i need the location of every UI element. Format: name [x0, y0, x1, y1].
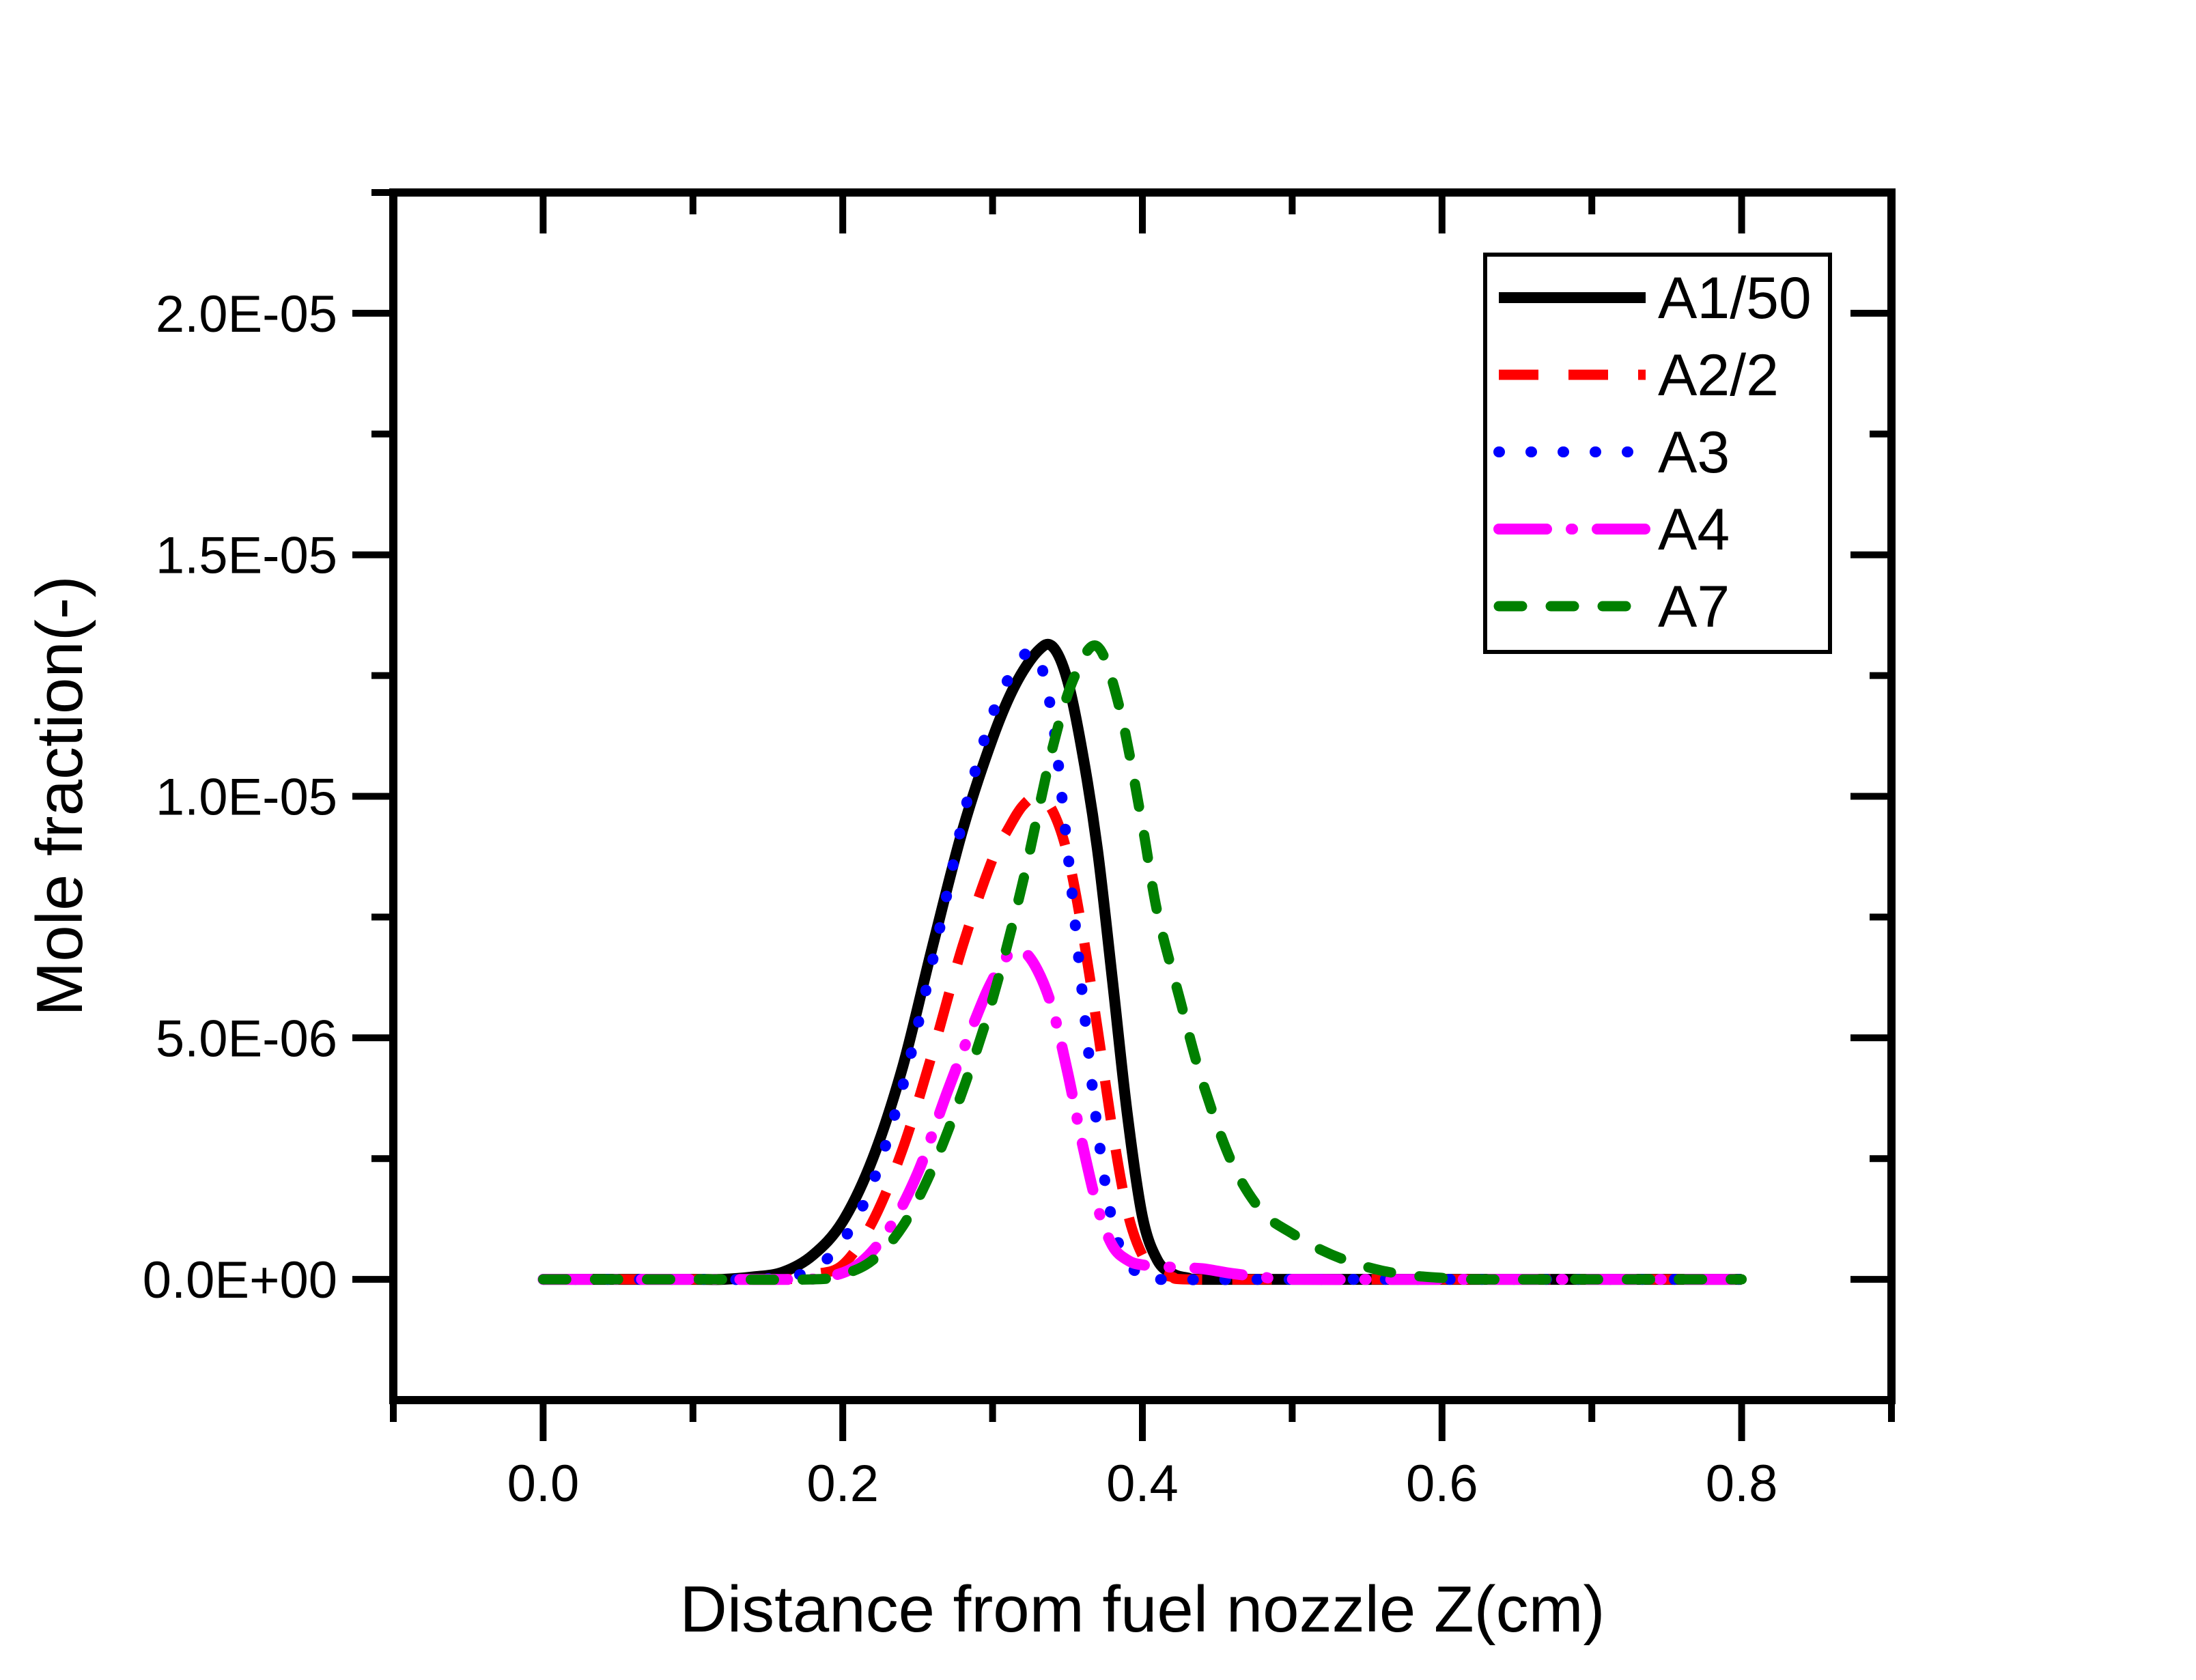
series-curves	[537, 638, 1747, 1285]
x-tick-label: 0.4	[1106, 1455, 1179, 1513]
series-a1-50-curve	[543, 638, 1742, 1285]
x-axis-title: Distance from fuel nozzle Z(cm)	[679, 1573, 1605, 1646]
axis-tick-labels: 0.0 0.2 0.4 0.6 0.8 0.0E+00 5.0E-06 1.0E-05 1.5E…	[143, 285, 1778, 1513]
legend-label: A2/2	[1658, 343, 1779, 408]
legend-entry-a2-2: A2/2	[1499, 343, 1779, 408]
legend-entry-a3: A3	[1493, 420, 1730, 485]
legend-label: A1/50	[1658, 266, 1812, 331]
series-a7-curve	[537, 640, 1747, 1285]
legend: A1/50 A2/2 A3 A4 A7	[1483, 253, 1832, 654]
legend-entry-a4: A4	[1493, 497, 1730, 563]
axis-ticks	[352, 189, 1895, 1441]
y-tick-label: 2.0E-05	[156, 285, 337, 343]
legend-label: A4	[1658, 497, 1730, 563]
legend-box	[1483, 253, 1832, 654]
y-axis-title: Mole fraction(-)	[23, 575, 96, 1016]
legend-label: A7	[1658, 574, 1730, 640]
x-tick-label: 0.0	[507, 1455, 580, 1513]
y-tick-label: 1.0E-05	[156, 769, 337, 827]
legend-entry-a1-50: A1/50	[1499, 266, 1812, 331]
x-tick-label: 0.8	[1706, 1455, 1778, 1513]
y-tick-label: 0.0E+00	[143, 1251, 337, 1309]
x-tick-label: 0.2	[806, 1455, 879, 1513]
legend-label: A3	[1658, 420, 1730, 485]
legend-entry-a7: A7	[1493, 574, 1730, 640]
y-tick-label: 5.0E-06	[156, 1010, 337, 1068]
y-tick-label: 1.5E-05	[156, 527, 337, 585]
x-tick-label: 0.6	[1406, 1455, 1478, 1513]
